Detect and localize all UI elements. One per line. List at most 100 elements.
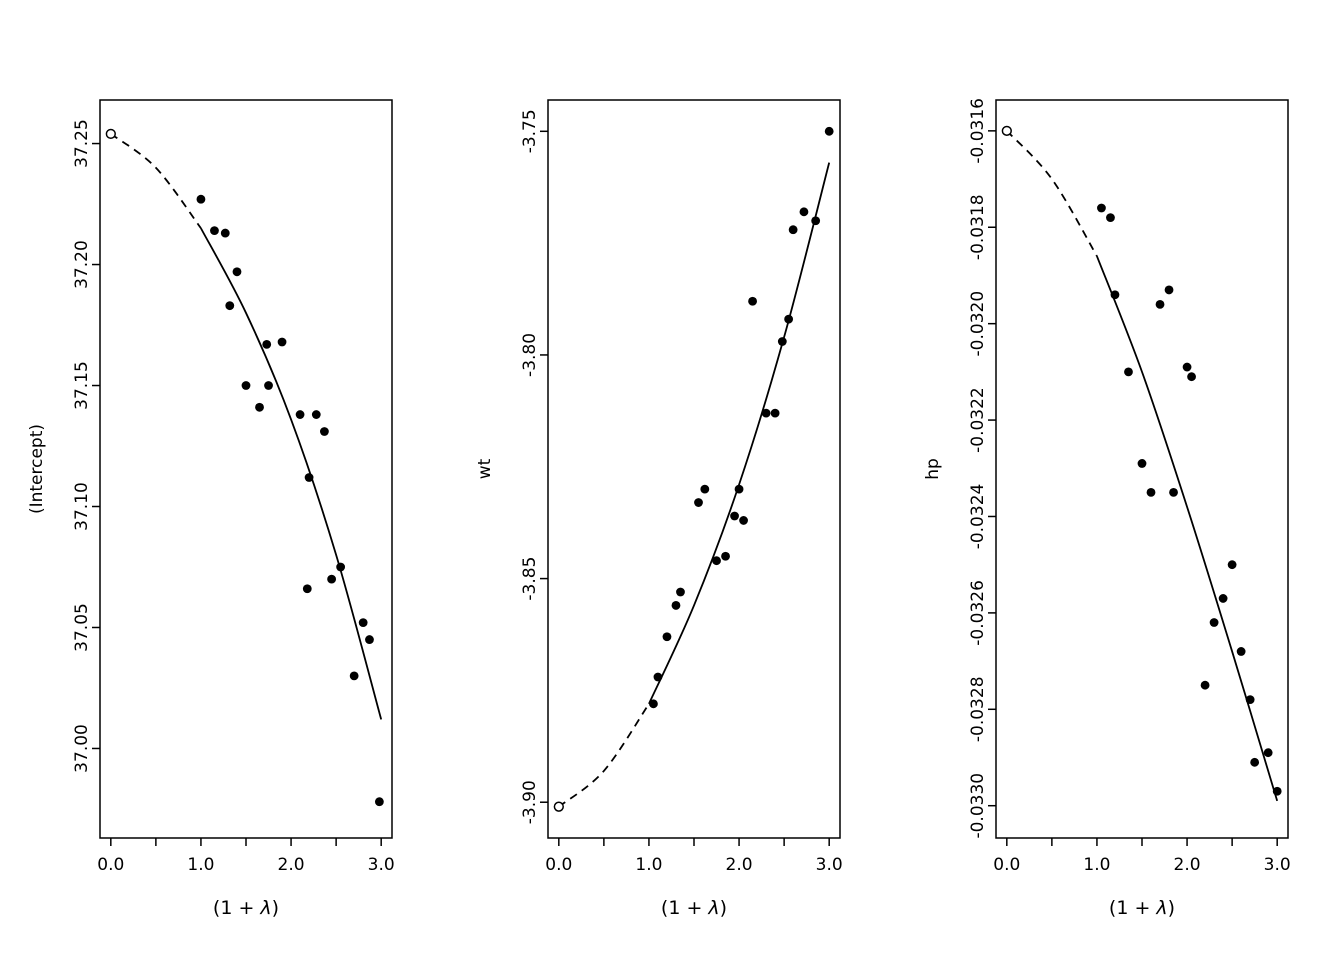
y-tick-label: -0.0330 — [968, 773, 988, 839]
data-point — [1146, 487, 1156, 497]
x-tick-label: 1.0 — [635, 855, 662, 875]
data-point — [1209, 618, 1219, 627]
data-point — [1272, 786, 1282, 796]
data-point — [232, 267, 242, 277]
data-point — [1250, 757, 1260, 767]
x-tick-label: 0.0 — [545, 855, 572, 875]
data-point — [1187, 372, 1196, 382]
y-tick-label: -0.0322 — [968, 387, 988, 453]
data-point — [349, 671, 359, 681]
plot-box — [995, 99, 1289, 839]
data-point — [730, 511, 739, 521]
data-point — [1137, 459, 1147, 468]
data-point — [220, 228, 230, 238]
fit-curve-solid — [1096, 255, 1279, 802]
x-axis-label: (1 + λ) — [1109, 897, 1175, 919]
data-point — [662, 632, 672, 642]
data-point — [264, 381, 273, 390]
data-point — [811, 216, 821, 226]
x-tick-label: 3.0 — [816, 855, 843, 875]
data-point — [1227, 560, 1237, 570]
y-axis-label: hp — [923, 458, 943, 480]
data-point — [196, 194, 206, 204]
y-axis-label: (Intercept) — [27, 424, 47, 514]
data-point — [777, 337, 787, 346]
y-tick-label: -3.80 — [520, 333, 540, 377]
y-tick-label: 37.10 — [72, 482, 92, 531]
data-point — [1164, 285, 1174, 295]
x-tick-label: 2.0 — [1174, 855, 1201, 875]
y-tick-label: 37.25 — [72, 119, 92, 168]
data-point — [327, 574, 337, 584]
data-point — [241, 381, 251, 390]
data-point — [748, 296, 757, 306]
data-point — [295, 410, 305, 419]
x-tick-label: 2.0 — [278, 855, 305, 875]
x-tick-label: 1.0 — [187, 855, 214, 875]
data-point — [1245, 695, 1255, 705]
reference-point — [1001, 125, 1012, 137]
data-point — [734, 484, 744, 494]
data-point — [721, 551, 730, 561]
data-point — [694, 498, 703, 507]
y-tick-label: 37.15 — [72, 361, 92, 410]
data-point — [358, 618, 368, 628]
data-point — [700, 484, 710, 494]
chart-svg: 0.0 1.0 2.0 3.0 -0.0330 -0.0328 -0.0326 -0.0324… — [923, 98, 1291, 919]
data-point — [311, 410, 321, 419]
data-point — [649, 699, 658, 709]
y-tick-label: -0.0316 — [968, 98, 988, 164]
data-point — [1218, 594, 1228, 603]
data-point — [739, 516, 748, 525]
data-point — [304, 473, 314, 482]
data-point — [1097, 203, 1106, 213]
x-tick-label: 3.0 — [1264, 855, 1291, 875]
data-point — [1200, 680, 1210, 690]
data-point — [336, 562, 346, 572]
y-tick-label: -3.75 — [520, 109, 540, 153]
x-tick-label: 0.0 — [993, 855, 1020, 875]
data-point — [1155, 299, 1165, 309]
data-point — [255, 402, 264, 412]
data-point — [277, 337, 287, 347]
y-tick-label: 37.20 — [72, 240, 92, 289]
reference-point — [105, 128, 116, 140]
y-tick-label: -0.0326 — [968, 580, 988, 646]
data-point — [824, 126, 834, 136]
data-point — [653, 672, 663, 682]
data-point — [676, 587, 685, 597]
chart-svg: 0.0 1.0 2.0 3.0 -3.90 -3.85 -3.80 -3.75 wt (1 + λ… — [475, 99, 843, 919]
fit-curve-dashed — [110, 133, 202, 229]
data-point — [1106, 213, 1115, 223]
data-point — [302, 584, 312, 594]
data-point — [799, 207, 809, 217]
data-point — [770, 408, 780, 418]
y-tick-label: -3.90 — [520, 780, 540, 824]
plot-box — [99, 99, 393, 839]
y-axis-label: wt — [475, 458, 495, 479]
chart-svg: 0.0 1.0 2.0 3.0 37.00 37.05 37.10 37.15 37.20 37.… — [27, 99, 395, 919]
x-tick-label: 3.0 — [368, 855, 395, 875]
panel-wt: 0.0 1.0 2.0 3.0 -3.90 -3.85 -3.80 -3.75 wt (1 + λ… — [448, 0, 896, 960]
data-point — [1182, 362, 1192, 372]
data-point — [671, 601, 681, 610]
data-point — [365, 635, 374, 644]
x-tick-label: 0.0 — [97, 855, 124, 875]
data-point — [712, 556, 721, 566]
y-tick-label: -3.85 — [520, 557, 540, 601]
reference-point — [553, 801, 564, 812]
y-tick-label: -0.0318 — [968, 194, 988, 260]
y-tick-label: 37.00 — [72, 724, 92, 773]
x-tick-label: 2.0 — [726, 855, 753, 875]
data-point — [210, 226, 219, 236]
x-axis-label: (1 + λ) — [661, 897, 727, 919]
plot-box — [547, 99, 841, 839]
fit-curve-dashed — [1006, 130, 1098, 257]
y-tick-label: -0.0328 — [968, 676, 988, 742]
x-tick-label: 1.0 — [1083, 855, 1110, 875]
y-tick-label: -0.0320 — [968, 291, 988, 357]
panel-hp: 0.0 1.0 2.0 3.0 -0.0330 -0.0328 -0.0326 -0.0324… — [896, 0, 1344, 960]
x-axis-label: (1 + λ) — [213, 897, 279, 919]
data-point — [225, 301, 235, 311]
data-point — [761, 408, 771, 418]
